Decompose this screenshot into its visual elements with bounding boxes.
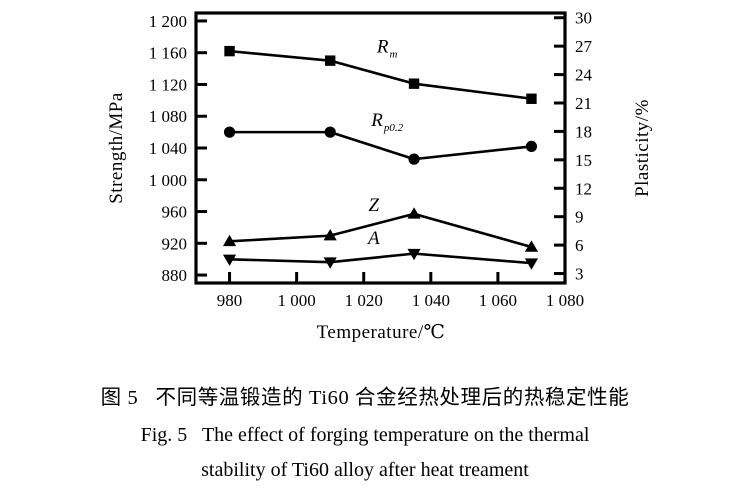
y-axis-right-tick-label: 15 [575,151,592,170]
data-point-Rm [408,78,420,89]
y-axis-right-tick-label: 27 [575,37,593,56]
figure-caption: 图 5 不同等温锻造的 Ti60 合金经热处理后的热稳定性能 Fig. 5 Th… [0,358,730,482]
series-markers [222,45,539,270]
x-axis-tick-label: 1 080 [546,291,584,310]
data-point-Z [524,240,539,252]
y-axis-right-tick-label: 12 [575,179,592,198]
series-label-Z: Z [369,195,380,216]
series-label-A: A [366,228,380,249]
series-sublabel-Rm: m [390,49,398,61]
y-axis-left-tick-label: 960 [162,203,188,222]
y-axis-left-tick-label: 1 000 [149,171,187,190]
data-point-Z [323,229,337,241]
data-point-Z [407,207,421,219]
y-axis-right-tick-label: 24 [575,66,593,85]
series-sublabel-Rp0.2: p0.2 [383,122,404,134]
y-axis-left-tick-label: 920 [162,234,188,253]
data-point-Rp0.2 [223,126,236,138]
x-axis-tick-labels: 980 1 000 1 020 1 040 1 060 1 080 [217,291,584,310]
y-axis-left-tick-label: 1 120 [149,75,187,94]
caption-english-line-1: Fig. 5 The effect of forging temperature… [140,424,590,446]
data-point-Z [222,234,237,247]
y-axis-left-tick-labels: 880 920 960 1 000 1 040 1 080 1 120 1 160 1 200 [149,12,187,285]
series-label-Rm: Rm [376,37,398,61]
data-point-A [407,248,421,261]
y-axis-left-tick-label: 1 080 [149,107,187,126]
y-axis-left-ticks [196,19,207,277]
x-axis-tick-label: 980 [217,291,243,310]
y-axis-left-tick-label: 1 200 [149,12,187,31]
y-axis-right-tick-label: 6 [575,236,584,255]
series-label-Rp0.2: Rp0.2 [370,110,403,134]
caption-english-line-2: stability of Ti60 alloy after heat tream… [201,459,529,481]
data-point-Rp0.2 [324,126,336,138]
y-axis-right-tick-label: 30 [575,9,592,28]
x-axis-tick-label: 1 000 [278,291,316,310]
data-point-A [222,254,237,266]
y-axis-left-title: Strength/MPa [106,92,127,204]
y-axis-right-ticks [554,16,565,276]
y-axis-right-tick-label: 3 [575,265,584,284]
figure-container: 880 920 960 1 000 1 040 1 080 1 120 1 160 1 200 … [106,9,653,343]
y-axis-left-tick-label: 880 [162,266,188,285]
x-axis-title: Temperature/℃ [317,322,446,343]
data-point-Rm [526,93,537,104]
x-axis-tick-label: 1 020 [345,291,383,310]
y-axis-right-tick-label: 21 [575,94,592,113]
x-axis-tick-label: 1 060 [479,291,517,310]
y-axis-right-tick-labels: 3 6 9 12 15 18 21 24 27 30 [575,9,593,284]
caption-chinese: 图 5 不同等温锻造的 Ti60 合金经热处理后的热稳定性能 [100,387,630,409]
series-line-Z [228,212,533,249]
data-point-Rm [224,45,235,57]
series-line-Rm [228,49,533,101]
data-point-Rp0.2 [408,153,420,165]
x-axis-tick-label: 1 040 [412,291,450,310]
data-point-Rm [324,55,336,66]
data-point-A [323,257,337,269]
series-lines [228,49,533,265]
series-line-A [228,252,533,265]
y-axis-left-tick-label: 1 160 [149,44,187,63]
y-axis-left-tick-label: 1 040 [149,139,187,158]
series-line-Rp0.2 [228,130,533,161]
data-point-A [524,258,539,270]
x-axis-ticks [228,272,500,283]
y-axis-right-title: Plasticity/% [632,99,653,197]
data-point-Rp0.2 [525,140,538,153]
y-axis-right-tick-label: 18 [575,122,592,141]
y-axis-right-tick-label: 9 [575,208,584,227]
